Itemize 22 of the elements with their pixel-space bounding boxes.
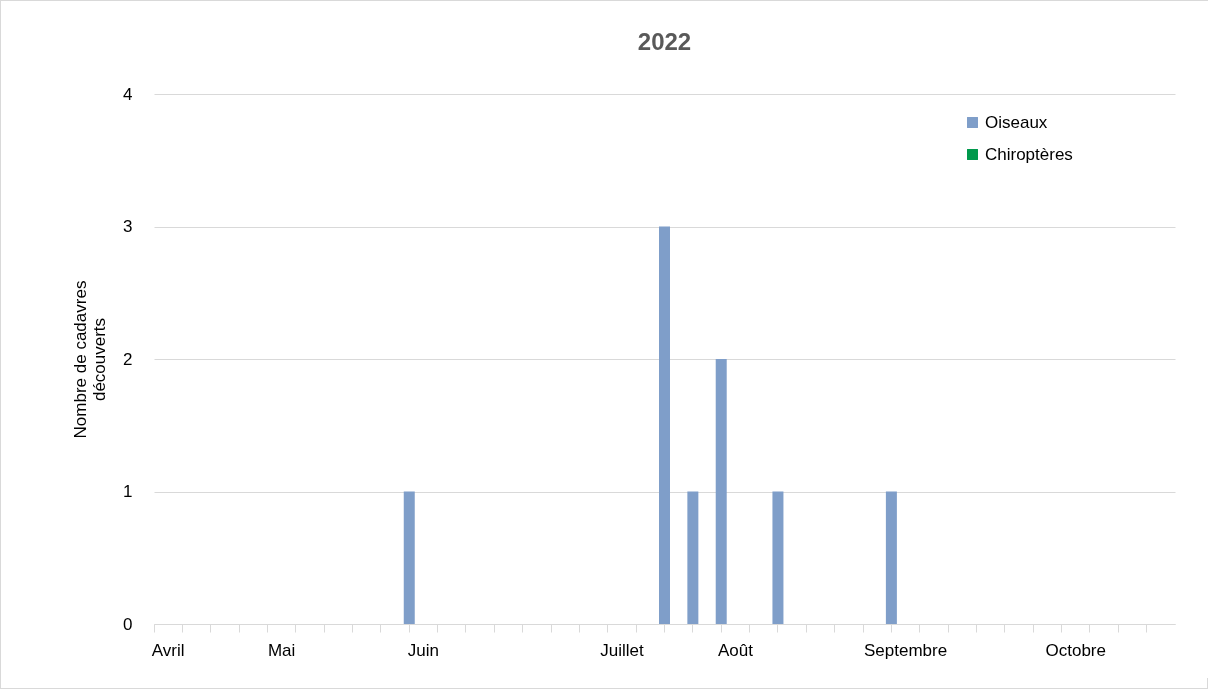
y-tick-label: 3 xyxy=(123,217,133,236)
x-tick-label: Juin xyxy=(407,640,440,660)
x-tick-label: Septembre xyxy=(863,640,948,660)
y-tick-label: 2 xyxy=(123,349,133,369)
y-axis-title: Nombre de cadavres découverts xyxy=(71,280,110,439)
x-tick-label: Octobre xyxy=(1045,640,1106,660)
bar xyxy=(885,491,897,624)
y-tick-label: 1 xyxy=(123,482,133,501)
bar xyxy=(687,491,699,624)
bar xyxy=(403,491,415,624)
bar xyxy=(772,491,784,624)
x-tick-label: Avril xyxy=(151,640,185,660)
x-tick-label: Juillet xyxy=(600,640,644,660)
legend-label: Oiseaux xyxy=(985,112,1048,132)
y-tick-label: 4 xyxy=(123,84,133,104)
bar xyxy=(659,226,670,624)
chart-title: 2022 xyxy=(637,28,692,55)
y-tick-label: 0 xyxy=(123,614,133,634)
legend-label: Chiroptères xyxy=(985,144,1073,164)
x-tick-label: Mai xyxy=(267,640,296,660)
bar xyxy=(715,359,727,624)
x-tick-label: Août xyxy=(717,640,754,660)
